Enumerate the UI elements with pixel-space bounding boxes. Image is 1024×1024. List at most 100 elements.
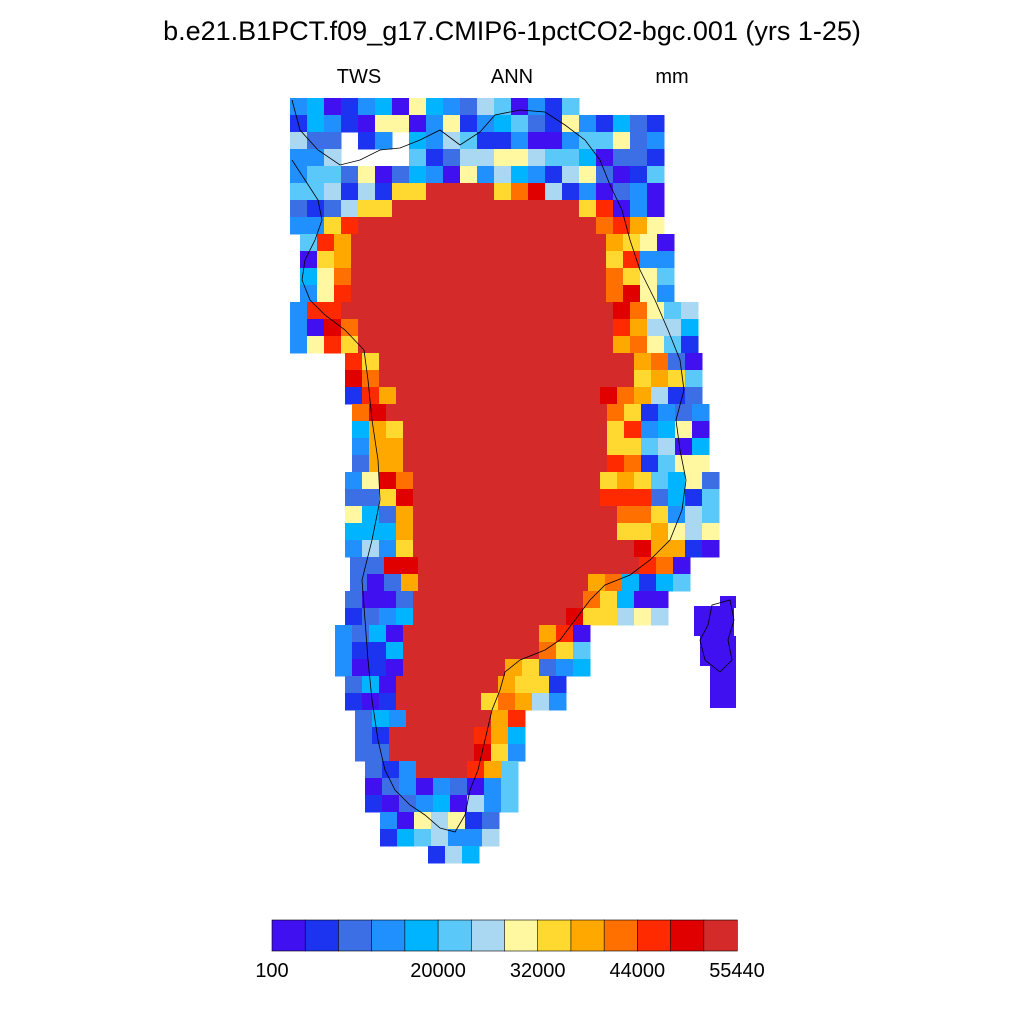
map-cell <box>606 285 624 303</box>
map-cell <box>664 319 682 337</box>
map-cell <box>324 149 342 167</box>
map-cell <box>562 183 580 201</box>
map-cell <box>545 98 563 116</box>
map-cell <box>623 251 641 269</box>
map-cell <box>549 591 567 609</box>
map-cell <box>607 455 625 473</box>
map-cell <box>501 761 519 779</box>
map-cell <box>617 370 635 388</box>
map-cell <box>545 217 563 235</box>
map-cell <box>579 132 597 150</box>
map-cell <box>624 455 642 473</box>
map-cell <box>379 353 397 371</box>
map-cell <box>409 98 427 116</box>
map-cell <box>351 251 369 269</box>
map-cell <box>613 115 631 133</box>
map-cell <box>420 438 438 456</box>
map-cell <box>600 591 618 609</box>
map-cell <box>389 710 407 728</box>
map-cell <box>641 455 659 473</box>
map-cell <box>403 659 421 677</box>
map-cell <box>369 642 387 660</box>
map-cell <box>416 795 434 813</box>
map-cell <box>382 778 400 796</box>
map-cell <box>481 370 499 388</box>
map-cell <box>549 472 567 490</box>
map-cell <box>362 506 380 524</box>
map-cell <box>566 608 584 626</box>
map-cell <box>692 421 710 439</box>
map-cell <box>498 472 516 490</box>
map-cell <box>369 438 387 456</box>
map-cell <box>403 438 421 456</box>
map-cell <box>477 149 495 167</box>
map-cell <box>477 115 495 133</box>
map-cell <box>511 166 529 184</box>
map-cell <box>596 302 614 320</box>
map-cell <box>481 506 499 524</box>
map-cell <box>640 285 658 303</box>
map-cell <box>413 370 431 388</box>
map-cell <box>447 540 465 558</box>
map-cell <box>504 285 522 303</box>
map-cell <box>426 302 444 320</box>
map-cell <box>651 608 669 626</box>
map-cell <box>520 557 538 575</box>
map-cell <box>515 540 533 558</box>
map-cell <box>634 608 652 626</box>
map-cell <box>386 421 404 439</box>
map-cell <box>396 591 414 609</box>
variable-label: TWS <box>336 66 382 88</box>
map-cell <box>392 115 410 133</box>
map-cell <box>579 115 597 133</box>
map-cell <box>515 472 533 490</box>
map-cell <box>658 455 676 473</box>
map-cell <box>549 676 567 694</box>
map-cell <box>588 574 606 592</box>
map-cell <box>403 404 421 422</box>
map-cell <box>539 625 557 643</box>
map-cell <box>372 710 390 728</box>
map-cell <box>494 166 512 184</box>
colorbar-swatch <box>670 919 705 952</box>
map-cell <box>367 557 385 575</box>
map-cell <box>351 268 369 286</box>
map-cell <box>454 642 472 660</box>
map-cell <box>375 115 393 133</box>
map-cell <box>583 506 601 524</box>
map-cell <box>549 540 567 558</box>
map-cell <box>341 166 359 184</box>
map-cell <box>491 727 509 745</box>
map-cell <box>562 336 580 354</box>
map-cell <box>573 455 591 473</box>
map-cell <box>414 829 432 847</box>
map-cell <box>685 353 703 371</box>
map-cell <box>413 608 431 626</box>
map-cell <box>345 540 363 558</box>
map-cell <box>447 472 465 490</box>
map-cell <box>572 234 590 252</box>
map-cell <box>345 676 363 694</box>
map-cell <box>469 574 487 592</box>
map-cell <box>382 795 400 813</box>
map-cell <box>549 370 567 388</box>
map-cell <box>300 268 318 286</box>
map-cell <box>634 540 652 558</box>
map-cell <box>423 727 441 745</box>
map-cell <box>452 574 470 592</box>
map-cell <box>685 506 703 524</box>
map-cell <box>532 489 550 507</box>
map-cell <box>562 200 580 218</box>
map-cell <box>624 404 642 422</box>
map-cell <box>641 438 659 456</box>
map-cell <box>545 200 563 218</box>
map-cell <box>647 132 665 150</box>
map-cell <box>413 540 431 558</box>
map-cell <box>617 489 635 507</box>
map-cell <box>460 183 478 201</box>
map-cell <box>386 404 404 422</box>
map-cell <box>345 489 363 507</box>
map-cell <box>447 353 465 371</box>
map-cell <box>460 149 478 167</box>
map-cell <box>681 319 699 337</box>
